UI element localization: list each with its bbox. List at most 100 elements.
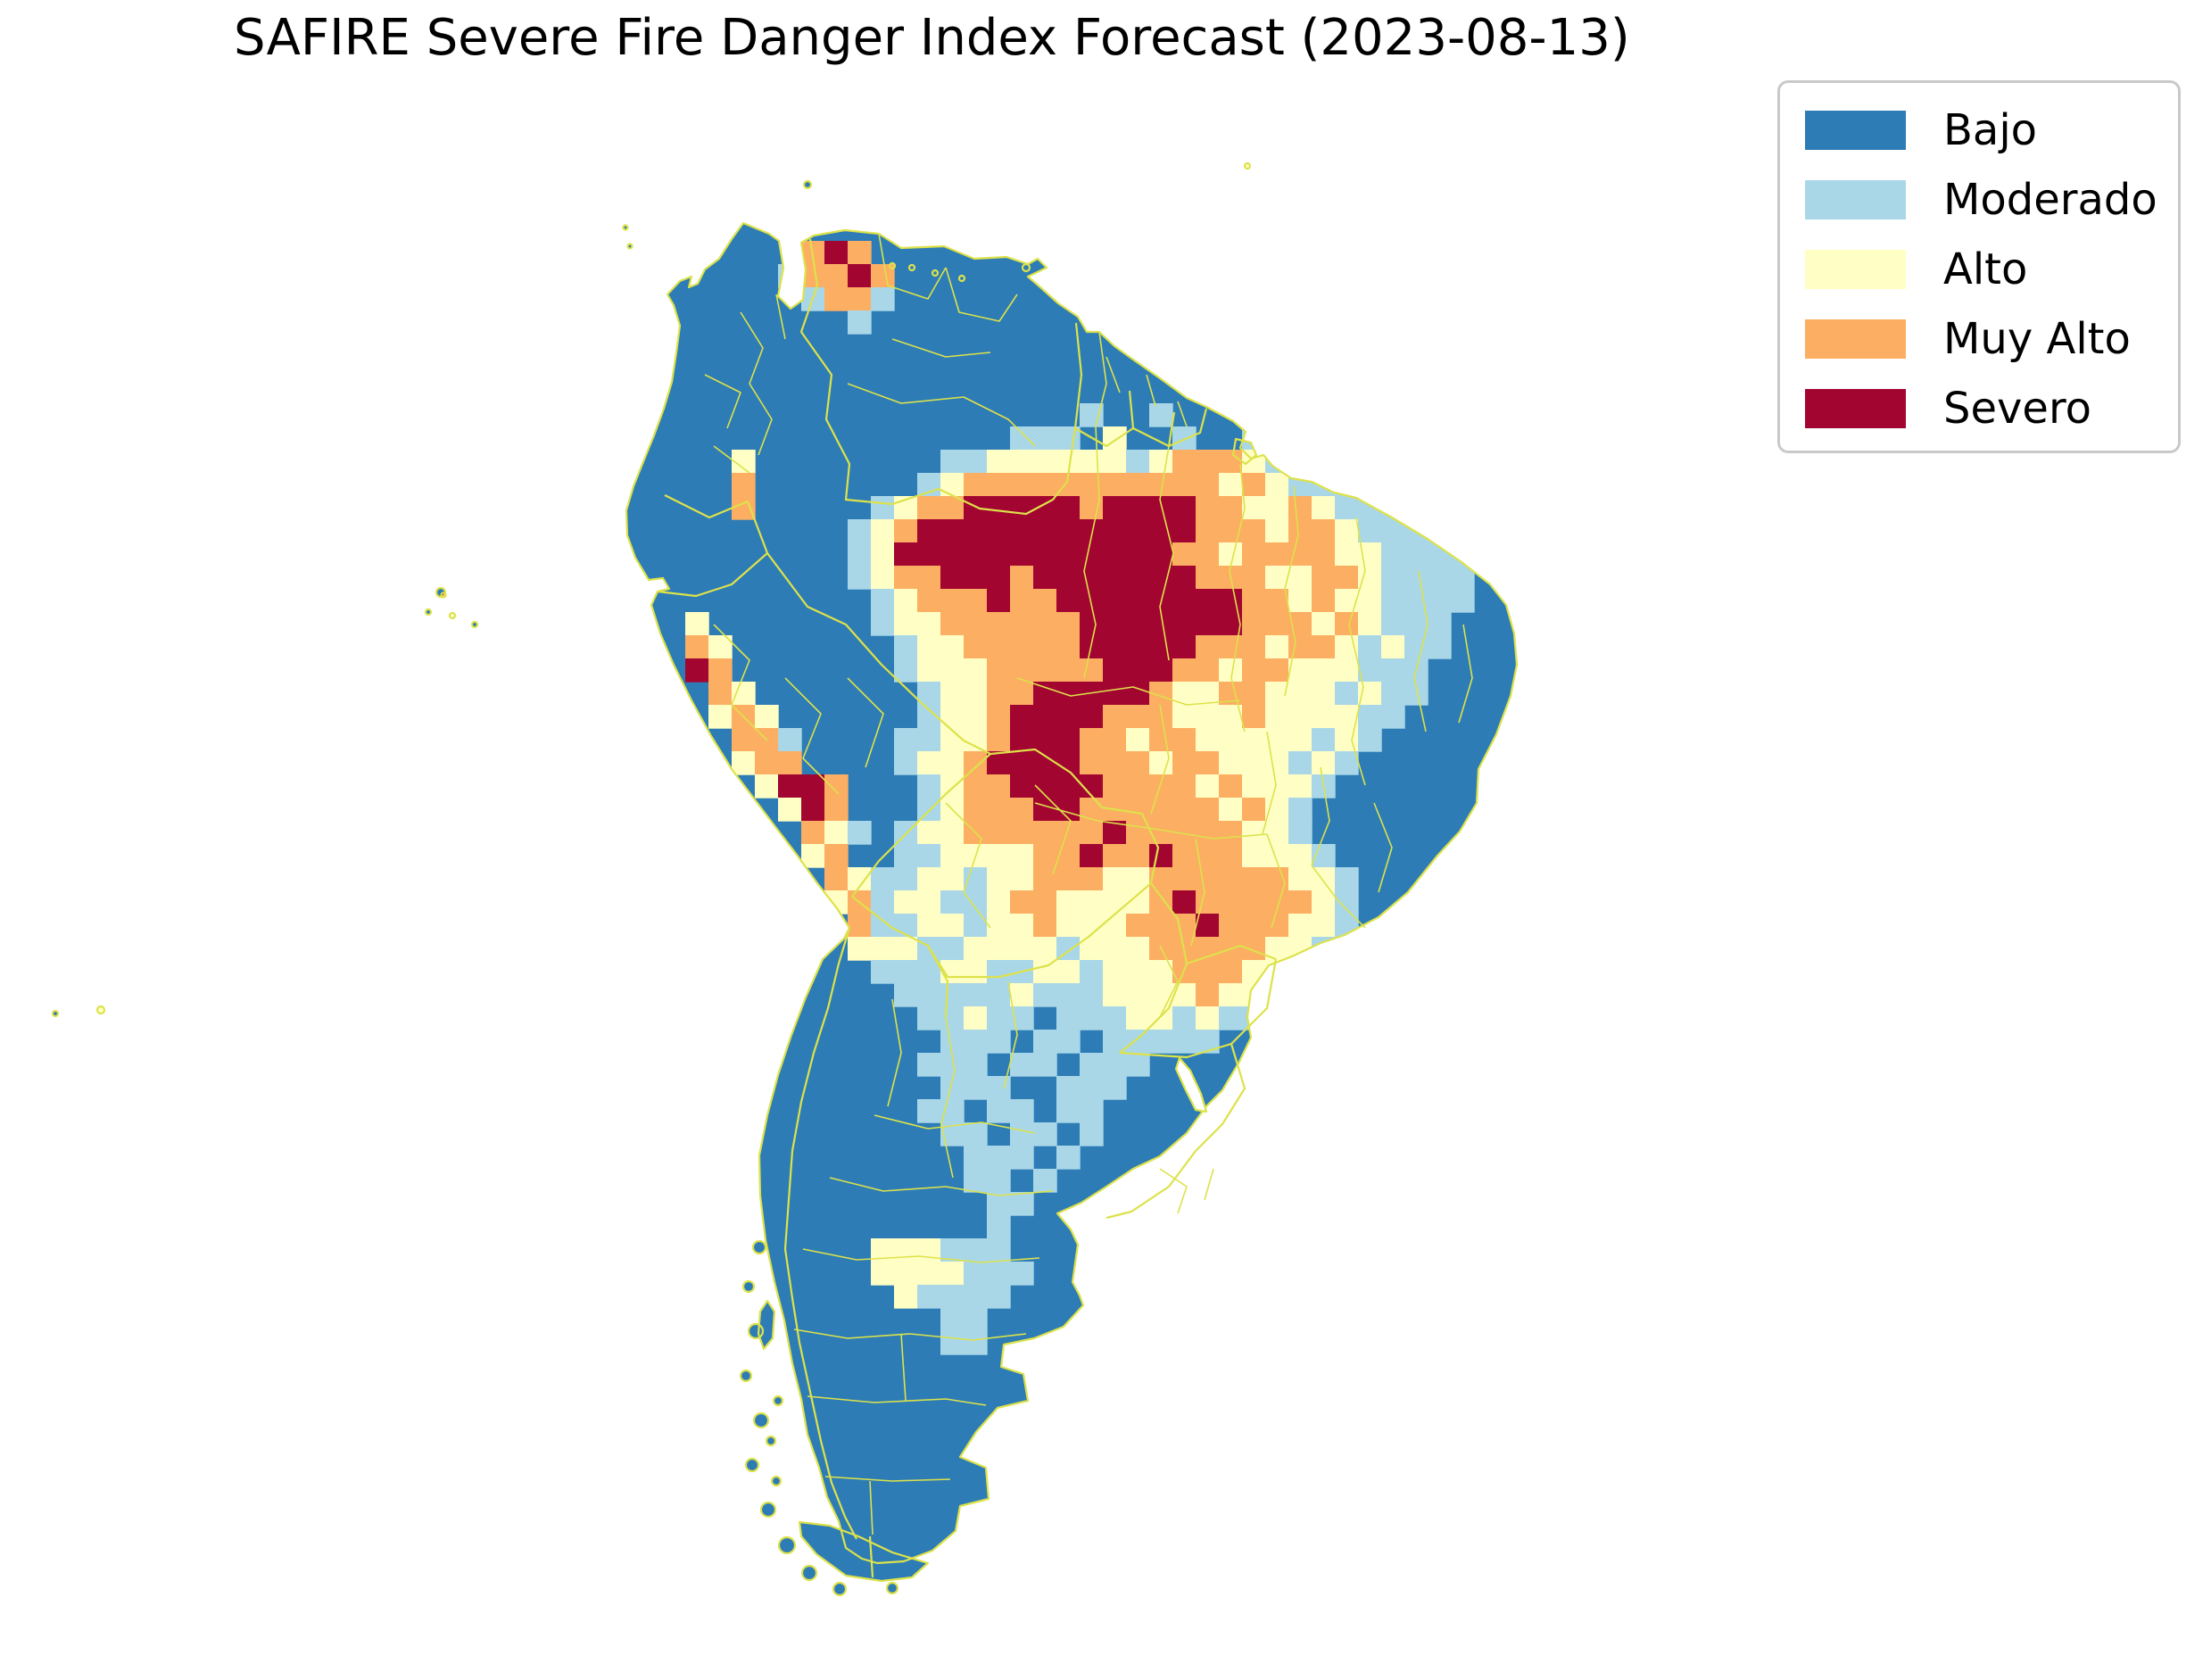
raster-cell-moderado: [940, 1030, 965, 1054]
small-island: [804, 181, 811, 188]
small-island-coast: [1021, 262, 1031, 273]
small-island-coast: [802, 179, 813, 190]
raster-cell-muy_alto: [1056, 635, 1081, 659]
raster-cell-muy_alto: [1242, 612, 1266, 636]
raster-cell-muy_alto: [1149, 728, 1173, 752]
raster-cell-severo: [1010, 751, 1034, 775]
raster-cell-moderado: [987, 1238, 1011, 1262]
raster-cell-severo: [1056, 705, 1081, 729]
raster-cell-alto: [1358, 566, 1382, 590]
raster-cell-alto: [1265, 774, 1289, 799]
raster-cell-severo: [1103, 612, 1127, 636]
raster-cell-moderado: [917, 1006, 941, 1030]
raster-cell-alto: [894, 1285, 918, 1309]
raster-cell-severo: [1172, 890, 1197, 914]
raster-cell-alto: [1312, 914, 1336, 938]
raster-cell-alto: [1219, 542, 1243, 567]
raster-cell-alto: [1126, 983, 1150, 1007]
raster-cell-alto: [940, 821, 965, 845]
fjord-island-coast: [752, 1411, 770, 1429]
raster-cell-severo: [1126, 542, 1150, 567]
raster-cell-moderado: [871, 496, 895, 520]
raster-cell-muy_alto: [708, 658, 733, 683]
raster-cell-muy_alto: [1080, 658, 1104, 683]
raster-cell-severo: [987, 566, 1011, 590]
raster-cell-muy_alto: [1242, 890, 1266, 914]
raster-cell-severo: [1219, 589, 1243, 613]
raster-cell-alto: [1358, 612, 1382, 636]
raster-cell-muy_alto: [1149, 798, 1173, 822]
raster-cell-moderado: [1335, 682, 1359, 706]
raster-cell-muy_alto: [1242, 682, 1266, 706]
raster-cell-muy_alto: [1242, 798, 1266, 822]
raster-cell-muy_alto: [964, 798, 988, 822]
raster-cell-severo: [1149, 635, 1173, 659]
raster-cell-alto: [1056, 890, 1081, 914]
raster-cell-alto: [1242, 960, 1266, 984]
raster-cell-muy_alto: [1242, 635, 1266, 659]
raster-cell-alto: [964, 937, 988, 961]
raster-cell-moderado: [894, 914, 918, 938]
raster-cell-muy_alto: [1172, 798, 1197, 822]
state-border-line: [847, 677, 884, 768]
raster-cell-alto: [964, 960, 988, 984]
small-island: [1023, 264, 1030, 271]
raster-cell-alto: [917, 890, 941, 914]
state-border-line: [1311, 865, 1366, 929]
raster-cell-severo: [1033, 542, 1057, 567]
raster-cell-muy_alto: [1033, 821, 1057, 845]
raster-cell-alto: [1312, 658, 1336, 683]
raster-cell-alto: [917, 612, 941, 636]
raster-cell-alto: [1010, 844, 1034, 868]
legend-swatch-bajo: [1805, 111, 1906, 150]
state-border-line: [829, 1177, 1054, 1196]
raster-cell-muy_alto: [732, 496, 756, 520]
state-border-line: [1106, 356, 1121, 393]
raster-cell-alto: [871, 566, 895, 590]
raster-cell-moderado: [940, 450, 965, 474]
fjord-island: [761, 1502, 775, 1517]
raster-cell-muy_alto: [1196, 658, 1220, 683]
raster-cell-alto: [1335, 589, 1359, 613]
small-island-coast: [907, 263, 916, 272]
state-border-line: [1095, 331, 1107, 427]
raster-cell-muy_alto: [1196, 473, 1220, 497]
raster-cell-muy_alto: [1033, 589, 1057, 613]
raster-cell-severo: [1103, 589, 1127, 613]
raster-cell-alto: [1103, 937, 1127, 961]
raster-cell-muy_alto: [824, 844, 849, 868]
raster-cell-alto: [1242, 774, 1266, 799]
raster-cell-moderado: [1242, 1006, 1266, 1030]
state-border-line: [1016, 677, 1241, 706]
raster-cell-muy_alto: [1288, 890, 1313, 914]
raster-cell-muy_alto: [1033, 914, 1057, 938]
legend-label-severo: Severo: [1943, 384, 2091, 434]
raster-cell-moderado: [987, 1099, 1011, 1123]
state-border-line: [1003, 981, 1018, 1089]
raster-cell-alto: [1265, 635, 1289, 659]
state-border-line: [1083, 426, 1100, 679]
raster-cell-severo: [1033, 751, 1057, 775]
raster-cell-muy_alto: [1126, 844, 1150, 868]
raster-cell-moderado: [1126, 450, 1150, 474]
state-border-line: [1034, 802, 1268, 840]
raster-cell-muy_alto: [1288, 635, 1313, 659]
fjord-island: [887, 1583, 898, 1593]
raster-cell-muy_alto: [1288, 496, 1313, 520]
raster-cell-moderado: [1312, 937, 1336, 961]
raster-cell-alto: [1335, 635, 1359, 659]
state-border-line: [1262, 731, 1277, 835]
raster-cell-muy_alto: [1242, 473, 1266, 497]
raster-cell-muy_alto: [1196, 983, 1220, 1007]
raster-cell-alto: [1196, 728, 1220, 752]
raster-cell-muy_alto: [1126, 705, 1150, 729]
raster-cell-moderado: [917, 1053, 941, 1077]
raster-cell-moderado: [1033, 426, 1057, 451]
raster-cell-muy_alto: [1335, 612, 1359, 636]
raster-cell-severo: [1080, 612, 1104, 636]
raster-cell-muy_alto: [732, 728, 756, 752]
raster-cell-muy_alto: [964, 635, 988, 659]
raster-cell-muy_alto: [987, 728, 1011, 752]
small-island-coast: [931, 269, 940, 277]
raster-cell-muy_alto: [1103, 844, 1127, 868]
